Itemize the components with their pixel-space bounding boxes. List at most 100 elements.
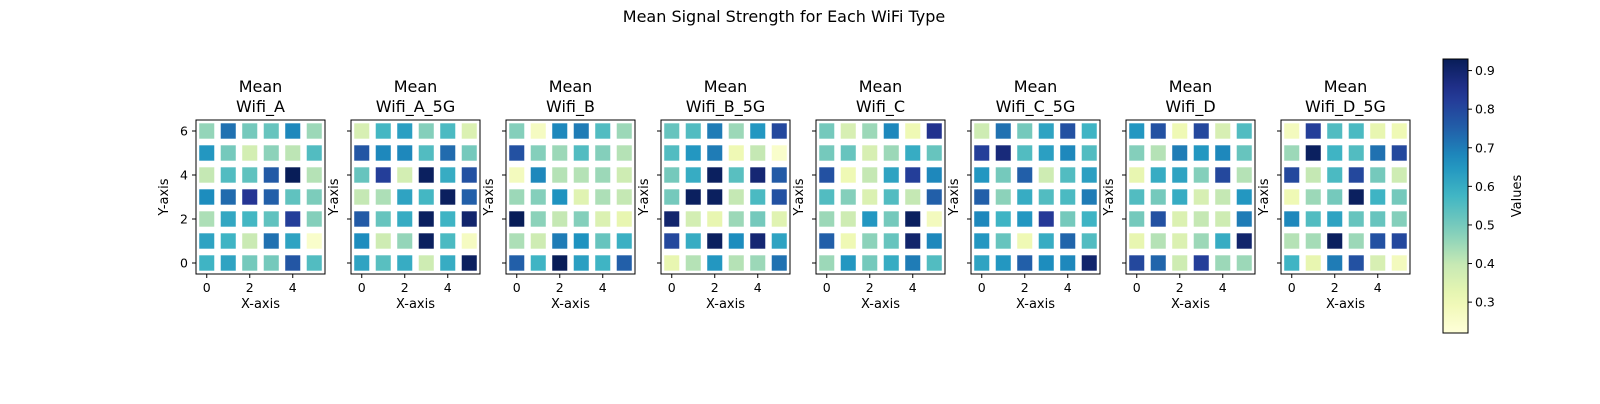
y-tick-label: 4 <box>180 168 188 183</box>
y-tick-label: 2 <box>180 212 188 227</box>
heatmap-cell <box>1305 189 1321 205</box>
heatmap-cell <box>199 233 215 249</box>
heatmap-cell <box>974 189 990 205</box>
heatmap-cell <box>664 145 680 161</box>
heatmap-cell <box>509 167 525 183</box>
heatmap-cell <box>306 167 322 183</box>
heatmap-cell <box>1060 255 1076 271</box>
heatmap-cell <box>1038 167 1054 183</box>
colorbar-tick-label: 0.9 <box>1475 63 1495 78</box>
heatmap-cell <box>285 167 301 183</box>
heatmap-cell <box>728 255 744 271</box>
heatmap-cell <box>728 123 744 139</box>
heatmap-cell <box>306 123 322 139</box>
colorbar-tick-label: 0.5 <box>1475 217 1495 232</box>
heatmap-cell <box>220 233 236 249</box>
heatmap-cell <box>1327 167 1343 183</box>
heatmap-cell <box>552 189 568 205</box>
heatmap-cell <box>375 167 391 183</box>
heatmap-cell <box>840 145 856 161</box>
heatmap-cell <box>1348 255 1364 271</box>
x-tick-label: 4 <box>1064 280 1072 295</box>
heatmap-cell <box>840 211 856 227</box>
heatmap-cell <box>1370 123 1386 139</box>
heatmap-cell <box>220 255 236 271</box>
heatmap-cell <box>1172 189 1188 205</box>
panel-frame <box>195 119 326 275</box>
heatmap-cell <box>1081 123 1097 139</box>
heatmap-cell <box>263 189 279 205</box>
panel-frame <box>1280 119 1411 275</box>
heatmap-cell <box>375 123 391 139</box>
heatmap-cell <box>1172 167 1188 183</box>
heatmap-cell <box>375 211 391 227</box>
heatmap-cell <box>995 145 1011 161</box>
heatmap-cell <box>1193 211 1209 227</box>
heatmap-cell <box>1060 167 1076 183</box>
colorbar-tick-label: 0.4 <box>1475 256 1495 271</box>
heatmap-cell <box>354 211 370 227</box>
heatmap-cell <box>595 211 611 227</box>
heatmap-cell <box>199 145 215 161</box>
panel-title-line1: Mean <box>394 77 438 96</box>
panel-frame <box>1125 119 1256 275</box>
x-axis-label: X-axis <box>861 297 900 312</box>
heatmap-cell <box>1129 167 1145 183</box>
heatmap-cell <box>1038 211 1054 227</box>
x-tick-label: 0 <box>358 280 366 295</box>
heatmap-cell <box>771 255 787 271</box>
heatmap-cell <box>220 189 236 205</box>
x-tick-label: 2 <box>1021 280 1029 295</box>
heatmap-cell <box>595 255 611 271</box>
heatmap-cell <box>418 123 434 139</box>
heatmap-cell <box>397 255 413 271</box>
heatmap-cell <box>1305 233 1321 249</box>
heatmap-cell <box>1284 211 1300 227</box>
heatmap-cell <box>354 233 370 249</box>
heatmap-cell <box>1236 255 1252 271</box>
heatmap-cell <box>1193 189 1209 205</box>
heatmap-cell <box>1060 233 1076 249</box>
heatmap-cell <box>220 167 236 183</box>
panel-frame <box>505 119 636 275</box>
heatmap-cell <box>707 123 723 139</box>
heatmap-cell <box>595 189 611 205</box>
heatmap-cell <box>263 255 279 271</box>
heatmap-cell <box>1081 211 1097 227</box>
x-tick-label: 4 <box>289 280 297 295</box>
heatmap-cell <box>819 211 835 227</box>
heatmap-cell <box>530 255 546 271</box>
heatmap-cell <box>616 255 632 271</box>
heatmap-cell <box>926 233 942 249</box>
heatmap-cell <box>552 233 568 249</box>
heatmap-cell <box>1150 167 1166 183</box>
heatmap-cell <box>1284 233 1300 249</box>
heatmap-cell <box>905 123 921 139</box>
heatmap-cell <box>440 167 456 183</box>
x-tick-label: 2 <box>401 280 409 295</box>
heatmap-cell <box>926 189 942 205</box>
heatmap-cell <box>1129 145 1145 161</box>
panel-title-line2: Wifi_C_5G <box>996 97 1076 117</box>
heatmap-cell <box>883 167 899 183</box>
x-axis-label: X-axis <box>1326 297 1365 312</box>
heatmap-cell <box>1150 145 1166 161</box>
heatmap-cell <box>1370 145 1386 161</box>
heatmap-cell <box>1193 167 1209 183</box>
heatmap-cell <box>1370 189 1386 205</box>
heatmap-cell <box>819 255 835 271</box>
heatmap-cell <box>375 233 391 249</box>
heatmap-cell <box>1305 123 1321 139</box>
heatmap-cell <box>685 167 701 183</box>
heatmap-cell <box>974 123 990 139</box>
heatmap-cell <box>552 123 568 139</box>
heatmap-cell <box>1391 255 1407 271</box>
y-axis-label: Y-axis <box>637 178 652 216</box>
heatmap-cell <box>616 211 632 227</box>
heatmap-cell <box>1060 145 1076 161</box>
x-axis-label: X-axis <box>241 297 280 312</box>
heatmap-cell <box>1215 167 1231 183</box>
heatmap-cell <box>926 167 942 183</box>
panel-title-line1: Mean <box>1169 77 1213 96</box>
